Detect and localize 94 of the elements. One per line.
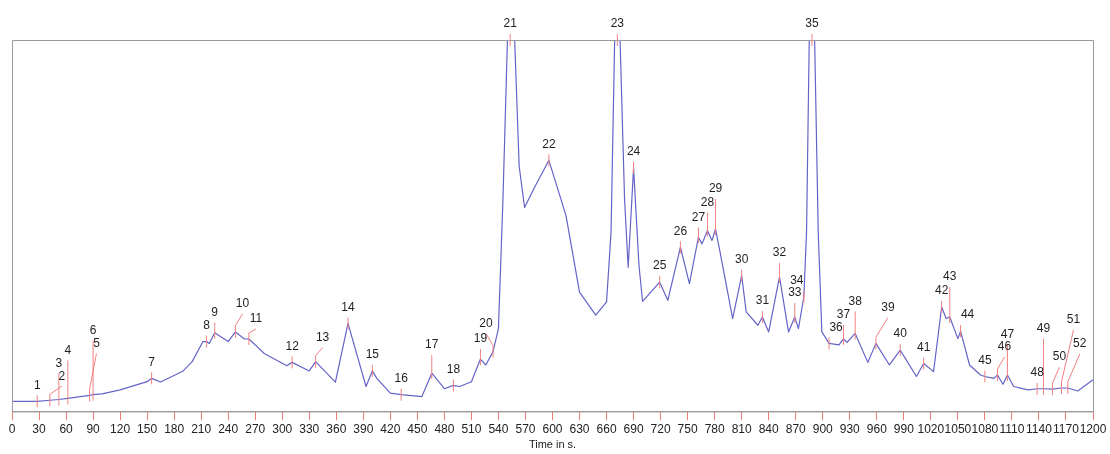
annotation: 45 — [978, 352, 992, 367]
annotation: 49 — [1036, 321, 1051, 336]
x-tick-label: 1140 — [1026, 421, 1053, 436]
x-tick-label: 120 — [110, 421, 131, 436]
x-tick-label: 330 — [299, 421, 320, 436]
x-tick-label: 300 — [272, 421, 293, 436]
x-tick-label: 570 — [515, 421, 536, 436]
annotation: 16 — [394, 371, 409, 385]
x-tick-label: 1050 — [944, 421, 972, 436]
annotation: 7 — [148, 354, 156, 369]
annotation: 43 — [943, 269, 957, 284]
annotation: 38 — [848, 293, 863, 308]
x-tick-label: 960 — [866, 421, 888, 436]
x-tick-label: 690 — [623, 421, 644, 436]
x-tick-label: 90 — [86, 421, 101, 436]
annotation: 13 — [315, 329, 330, 344]
annotation: 30 — [735, 251, 749, 266]
x-tick-label: 390 — [353, 421, 374, 436]
annotation: 42 — [934, 283, 949, 298]
x-tick-label: 480 — [434, 421, 455, 436]
annotation: 36 — [829, 319, 844, 334]
annotation: 12 — [285, 338, 300, 353]
annotation: 21 — [503, 16, 518, 31]
annotation: 48 — [1030, 365, 1045, 380]
annotation: 33 — [788, 285, 802, 300]
annotation: 2 — [58, 368, 66, 383]
annotation: 46 — [997, 339, 1012, 354]
annotation: 5 — [93, 335, 101, 350]
annotation: 32 — [772, 245, 787, 260]
annotation: 52 — [1073, 336, 1087, 351]
x-tick-label: 990 — [893, 421, 915, 436]
annotation: 20 — [479, 315, 494, 330]
annotation: 26 — [673, 223, 688, 238]
annotation: 10 — [235, 296, 250, 311]
x-tick-label: 240 — [218, 421, 239, 436]
annotation: 24 — [626, 144, 641, 159]
annotation: 34 — [790, 273, 804, 288]
x-tick-label: 810 — [731, 421, 753, 436]
annotation: 51 — [1066, 312, 1081, 327]
annotation: 47 — [1000, 327, 1015, 342]
x-tick-label: 510 — [461, 421, 482, 436]
x-tick-label: 870 — [785, 421, 807, 436]
annotation: 50 — [1052, 349, 1067, 364]
annotation: 17 — [425, 337, 439, 352]
annotation: 27 — [691, 209, 706, 224]
annotation: 1 — [33, 377, 41, 392]
x-tick-label: 1080 — [971, 421, 999, 436]
annotation: 44 — [960, 307, 975, 322]
annotation: 29 — [708, 181, 723, 196]
annotation: 19 — [473, 331, 488, 346]
annotation: 28 — [700, 194, 715, 209]
x-tick-label: 720 — [650, 421, 671, 436]
x-tick-label: 60 — [59, 421, 74, 436]
annotation: 11 — [249, 311, 263, 326]
x-tick-label: 360 — [326, 421, 347, 436]
annotation: 25 — [653, 258, 667, 273]
annotation: 39 — [881, 299, 895, 314]
x-tick-label: 420 — [380, 421, 401, 436]
annotation: 40 — [893, 326, 908, 341]
x-tick-label: 600 — [542, 421, 563, 436]
x-tick-label: 1020 — [917, 421, 945, 436]
annotation: 15 — [365, 347, 380, 362]
annotation: 37 — [836, 307, 851, 322]
x-tick-label: 1200 — [1079, 421, 1107, 436]
annotation: 41 — [916, 339, 931, 354]
x-tick-label: 1110 — [999, 421, 1025, 436]
x-tick-label: 750 — [677, 421, 698, 436]
x-tick-label: 900 — [812, 421, 834, 436]
x-tick-label: 210 — [191, 421, 212, 436]
annotation: 35 — [805, 16, 819, 31]
x-axis-title: Time in s. — [528, 438, 577, 451]
annotation: 31 — [755, 293, 770, 308]
annotation: 23 — [610, 16, 625, 31]
annotation: 18 — [446, 361, 461, 376]
annotation: 22 — [542, 136, 556, 151]
annotation: 4 — [64, 342, 72, 357]
x-tick-label: 780 — [704, 421, 725, 436]
annotation: 6 — [89, 323, 97, 337]
x-tick-label: 180 — [164, 421, 185, 436]
x-tick-label: 540 — [488, 421, 509, 436]
x-tick-label: 630 — [569, 421, 590, 436]
x-tick-label: 930 — [839, 421, 861, 436]
x-tick-label: 270 — [245, 421, 266, 436]
x-tick-label: 0 — [8, 421, 16, 436]
annotation: 8 — [203, 317, 211, 332]
x-tick-label: 840 — [758, 421, 780, 436]
x-tick-label: 660 — [596, 421, 617, 436]
x-tick-label: 1170 — [1053, 421, 1080, 436]
annotation: 9 — [211, 304, 219, 319]
x-tick-label: 450 — [407, 421, 428, 436]
annotation: 14 — [341, 299, 355, 314]
x-tick-label: 150 — [137, 421, 158, 436]
x-tick-label: 30 — [32, 421, 47, 436]
annotation: 3 — [55, 355, 63, 370]
